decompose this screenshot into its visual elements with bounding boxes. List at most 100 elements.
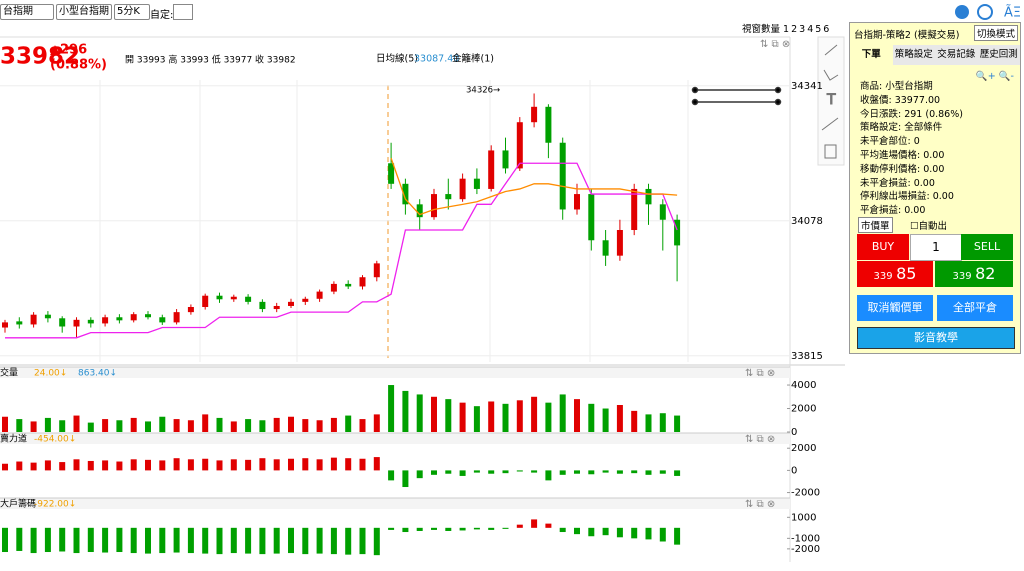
input[interactable] [173,4,193,20]
title: 台指期-策略2 (模擬交易) [854,30,960,41]
qty[interactable]: 1 [910,234,962,261]
candle-body [173,312,180,323]
zoom[interactable]: 🔍+ 🔍- [975,71,1014,82]
bar [488,470,495,474]
bar [445,527,452,531]
bar [259,527,266,555]
bar [388,527,395,530]
candle-body [87,319,94,324]
bar [602,408,609,432]
bar [345,458,352,471]
select[interactable]: 小型台指期 [56,4,112,20]
bar [2,416,8,432]
ask[interactable]: 339 82 [935,261,1013,287]
change-pct: (0.88%) [50,58,107,73]
bar [173,419,180,432]
bar [130,417,137,432]
candle-body [288,301,294,306]
candle-body [145,314,151,318]
bar [516,400,523,432]
bar [87,460,94,471]
y-tick-label: 0 [791,427,797,438]
bar [30,421,37,432]
bar [502,403,509,432]
bar [445,399,452,432]
select[interactable]: 市價單 [858,217,893,233]
sell[interactable]: SELL [961,234,1013,260]
ma-label: 日均線(5) [376,53,418,65]
candle-body [588,194,595,241]
bar [159,460,166,471]
candle-body [102,317,109,324]
panel-value: 863.40↓ [78,369,117,379]
ask-prefix: 339 [952,271,972,282]
bar [388,470,395,481]
button[interactable]: 全部平倉 [937,295,1013,321]
buy[interactable]: BUY [857,234,909,260]
bar [230,421,237,432]
bar [373,527,380,556]
tab[interactable]: 交易記錄 [937,49,976,60]
bar [302,458,309,471]
select[interactable]: 5分K [114,4,150,20]
bar [245,459,252,471]
bar [645,414,652,432]
panel-tools[interactable]: ⇅ ⧉ ⊗ [745,368,775,379]
bar [145,459,151,471]
bar [631,527,638,539]
tab[interactable]: 歷史回測 [979,49,1018,60]
candle-body [316,291,323,299]
candle-body [431,194,437,218]
tools[interactable]: ⇅ ⧉ ⊗ [760,39,790,50]
window-option[interactable]: 1 [783,24,790,35]
bar [230,527,237,554]
window-option[interactable]: 4 [807,24,814,35]
tab[interactable]: 策略設定 [894,49,933,60]
info-line: 平均進場價格: 0.00 [860,150,945,161]
bar [302,527,309,555]
window-option[interactable]: 2 [791,24,798,35]
bar [359,458,366,471]
checkbox[interactable]: ☐自動出 [910,221,948,232]
candle-body [502,150,509,169]
bar [330,457,337,471]
svg-text:ÃΞ: ÃΞ [1004,5,1021,21]
bar [202,458,209,471]
bar [30,527,37,554]
button[interactable]: 取消觸價單 [857,295,933,321]
bar [574,399,580,432]
button[interactable]: 影音教學 [857,327,1015,349]
bar [288,416,294,432]
bar [102,527,109,553]
y-tick-label: 4000 [791,380,816,391]
bar [616,405,623,432]
bar [30,462,37,471]
bar [130,459,137,471]
candle-body [459,178,466,200]
window-option[interactable]: 5 [815,24,822,35]
bar [402,527,409,533]
candle-body [273,305,280,310]
panel-value: -922.00↓ [34,500,76,510]
panel-tools[interactable]: ⇅ ⧉ ⊗ [745,434,775,445]
candle-body [302,298,309,302]
window-option[interactable]: 3 [799,24,806,35]
tab[interactable]: 下單 [850,45,893,65]
y-tick-label: 2000 [791,443,816,454]
panel-tools[interactable]: ⇅ ⧉ ⊗ [745,499,775,510]
bar [574,470,580,474]
price: 33982 [0,44,80,70]
bar [445,470,452,474]
bar [145,421,151,432]
bid[interactable]: 339 85 [857,261,933,287]
candle-body [574,194,580,210]
button[interactable]: 切換模式 [973,25,1018,41]
bar [102,419,109,432]
window-option[interactable]: 6 [823,24,830,35]
bar [359,527,366,555]
bar [488,401,495,432]
select[interactable]: 台指期 [0,4,54,20]
bar [545,523,552,528]
candle-body [44,314,51,319]
